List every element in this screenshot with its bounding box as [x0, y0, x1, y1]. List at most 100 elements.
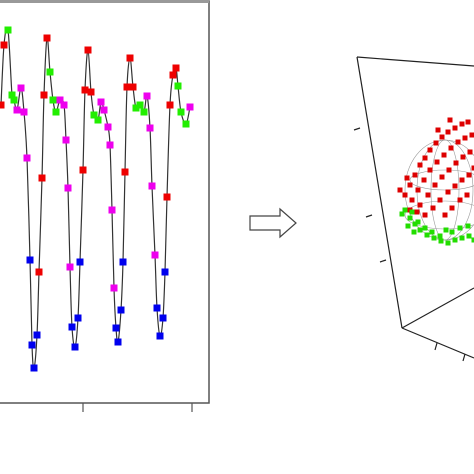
point	[174, 82, 182, 90]
point	[415, 187, 421, 193]
point	[452, 183, 458, 189]
point	[26, 256, 34, 264]
point	[465, 223, 471, 229]
point	[455, 139, 461, 145]
point	[424, 232, 430, 238]
point	[449, 229, 455, 235]
point	[466, 172, 472, 178]
point	[437, 197, 443, 203]
point	[405, 223, 411, 229]
point	[23, 154, 31, 162]
point	[471, 165, 474, 171]
point	[132, 104, 140, 112]
point	[409, 209, 415, 215]
point	[460, 154, 466, 160]
point	[140, 108, 148, 116]
point	[10, 96, 18, 104]
point	[430, 205, 436, 211]
point	[177, 108, 185, 116]
point	[442, 212, 448, 218]
point	[106, 141, 114, 149]
point	[399, 211, 405, 217]
point	[0, 101, 5, 109]
point	[104, 123, 112, 131]
point	[404, 175, 410, 181]
point	[432, 182, 438, 188]
point	[407, 215, 413, 221]
point	[56, 96, 64, 104]
point	[79, 166, 87, 174]
point	[35, 268, 43, 276]
point	[446, 167, 452, 173]
point	[112, 324, 120, 332]
point	[87, 88, 95, 96]
point	[427, 147, 433, 153]
point	[439, 174, 445, 180]
point	[445, 189, 451, 195]
point	[447, 117, 453, 123]
point	[417, 202, 423, 208]
point	[166, 101, 174, 109]
point	[412, 221, 418, 227]
point	[52, 108, 60, 116]
point	[33, 331, 41, 339]
point	[434, 159, 440, 165]
point	[459, 235, 465, 241]
point	[40, 91, 48, 99]
point	[465, 119, 471, 125]
point	[182, 120, 190, 128]
point	[402, 207, 408, 213]
point	[129, 83, 137, 91]
point	[119, 258, 127, 266]
point	[459, 121, 465, 127]
point	[425, 192, 431, 198]
point	[441, 152, 447, 158]
point	[439, 134, 445, 140]
point	[464, 192, 470, 198]
point	[126, 54, 134, 62]
point	[148, 182, 156, 190]
point	[84, 46, 92, 54]
point	[136, 101, 144, 109]
point	[90, 111, 98, 119]
point	[151, 251, 159, 259]
point	[186, 103, 194, 111]
point	[43, 34, 51, 42]
point	[71, 343, 79, 351]
point	[108, 206, 116, 214]
point	[445, 240, 451, 246]
point	[414, 209, 420, 215]
point	[13, 106, 21, 114]
point	[4, 26, 12, 34]
point	[153, 304, 161, 312]
point	[438, 238, 444, 244]
point	[0, 41, 8, 49]
point	[100, 106, 108, 114]
point	[49, 96, 57, 104]
point	[110, 284, 118, 292]
point	[159, 314, 167, 322]
point	[97, 98, 105, 106]
point	[66, 263, 74, 271]
point	[114, 338, 122, 346]
point	[172, 64, 180, 72]
point	[422, 212, 428, 218]
point	[169, 71, 177, 79]
point	[62, 136, 70, 144]
point	[429, 229, 435, 235]
point	[94, 116, 102, 124]
point	[411, 229, 417, 235]
point	[409, 197, 415, 203]
point	[121, 168, 129, 176]
point	[471, 237, 474, 243]
point	[435, 127, 441, 133]
point	[445, 129, 451, 135]
point	[443, 227, 449, 233]
cube-frame	[353, 56, 474, 362]
point	[146, 124, 154, 132]
point	[397, 187, 403, 193]
point	[459, 177, 465, 183]
point	[8, 91, 16, 99]
point	[437, 233, 443, 239]
